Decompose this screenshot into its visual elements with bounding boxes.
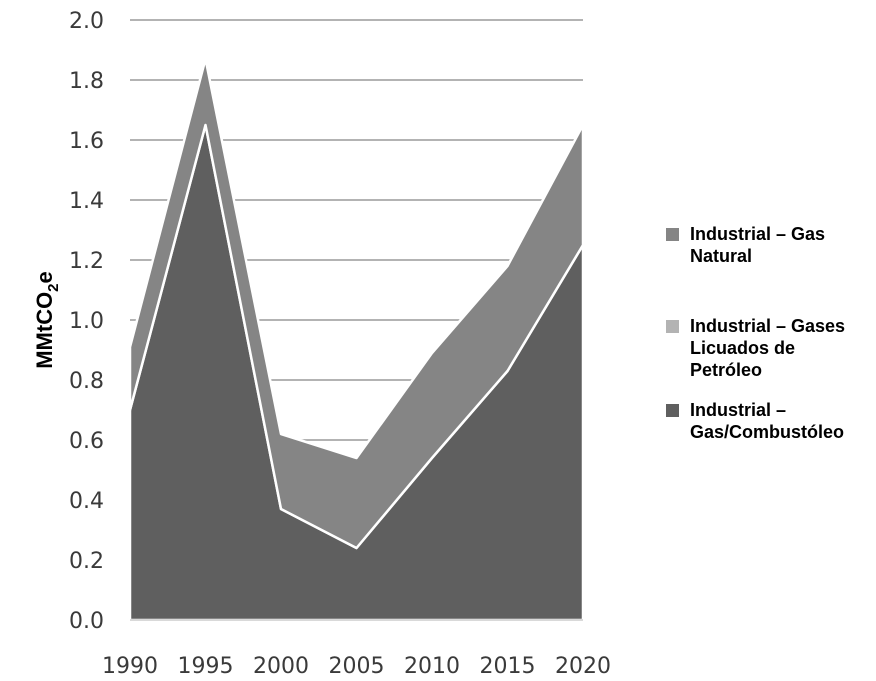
y-axis-title: MMtCO2e bbox=[32, 271, 62, 369]
y-tick-label: 0.2 bbox=[69, 549, 104, 574]
y-tick-labels: 0.0 0.2 0.4 0.6 0.8 1.0 1.2 1.4 1.6 1.8 2.0 bbox=[69, 9, 104, 634]
y-tick-label: 0.4 bbox=[69, 489, 104, 514]
y-tick-label: 0.0 bbox=[69, 609, 104, 634]
legend-label: Industrial – Gases Licuados de Petróleo bbox=[690, 316, 845, 380]
y-axis-title-subscript: 2 bbox=[45, 283, 62, 291]
y-axis-title-tail: e bbox=[32, 271, 57, 283]
x-tick-label: 2005 bbox=[329, 654, 385, 679]
legend-label: Industrial – Gas/Combustóleo bbox=[690, 400, 844, 442]
y-tick-label: 1.4 bbox=[69, 189, 104, 214]
y-tick-label: 1.6 bbox=[69, 129, 104, 154]
y-axis-title-main: MMtCO bbox=[32, 292, 57, 369]
legend-swatch bbox=[666, 404, 679, 417]
legend-label-line: Licuados de bbox=[690, 338, 795, 358]
area-series-2 bbox=[128, 57, 585, 550]
y-tick-label: 0.6 bbox=[69, 429, 104, 454]
legend: Industrial – Gas Natural Industrial – Gase… bbox=[666, 224, 845, 442]
x-tick-label: 1995 bbox=[178, 654, 234, 679]
x-tick-label: 2020 bbox=[555, 654, 611, 679]
legend-swatch bbox=[666, 320, 679, 333]
y-tick-label: 2.0 bbox=[69, 9, 104, 34]
x-tick-label: 1990 bbox=[102, 654, 158, 679]
legend-label-line: Petróleo bbox=[690, 360, 762, 380]
x-tick-label: 2010 bbox=[404, 654, 460, 679]
legend-label-line: Gas/Combustóleo bbox=[690, 422, 844, 442]
legend-swatch bbox=[666, 228, 679, 241]
legend-label-line: Industrial – bbox=[690, 400, 786, 420]
legend-item: Industrial – Gases Licuados de Petróleo bbox=[666, 316, 845, 380]
x-tick-label: 2000 bbox=[253, 654, 309, 679]
y-tick-label: 1.0 bbox=[69, 309, 104, 334]
legend-label: Industrial – Gas Natural bbox=[690, 224, 825, 266]
legend-item: Industrial – Gas/Combustóleo bbox=[666, 400, 844, 442]
y-tick-label: 1.8 bbox=[69, 69, 104, 94]
legend-label-line: Natural bbox=[690, 246, 752, 266]
y-tick-label: 1.2 bbox=[69, 249, 104, 274]
y-tick-label: 0.8 bbox=[69, 369, 104, 394]
legend-label-line: Industrial – Gases bbox=[690, 316, 845, 336]
legend-label-line: Industrial – Gas bbox=[690, 224, 825, 244]
x-tick-label: 2015 bbox=[480, 654, 536, 679]
legend-item: Industrial – Gas Natural bbox=[666, 224, 825, 266]
x-tick-labels: 1990 1995 2000 2005 2010 2015 2020 bbox=[102, 654, 611, 679]
area-series bbox=[128, 57, 585, 622]
